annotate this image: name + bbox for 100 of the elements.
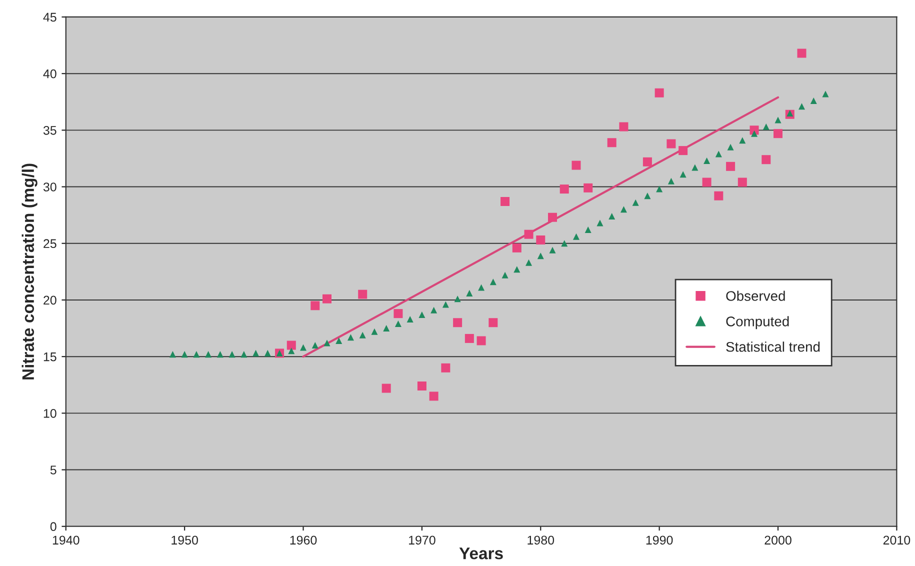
- x-tick-label: 2000: [764, 536, 792, 545]
- y-tick-label: 15: [44, 352, 56, 362]
- point: [216, 351, 224, 358]
- point: [454, 296, 461, 302]
- point: [430, 306, 438, 314]
- point: [526, 259, 532, 266]
- point: [572, 160, 581, 170]
- point: [336, 337, 342, 344]
- point: [240, 351, 248, 358]
- point: [478, 284, 485, 291]
- point: [560, 184, 569, 194]
- point: [464, 334, 474, 343]
- x-tick-label: 1950: [172, 536, 198, 545]
- y-tick-label: 0: [50, 522, 56, 532]
- point: [466, 290, 473, 296]
- point: [726, 162, 736, 171]
- point: [228, 351, 236, 358]
- point: [358, 290, 368, 299]
- point: [502, 272, 508, 278]
- point: [810, 97, 817, 104]
- point: [514, 266, 520, 273]
- point: [406, 316, 414, 322]
- point: [762, 155, 771, 164]
- point: [739, 137, 746, 144]
- point: [429, 392, 438, 401]
- point: [584, 226, 592, 234]
- point: [762, 124, 770, 130]
- legend-label: Statistical trend: [726, 342, 820, 352]
- point: [702, 178, 712, 187]
- x-tick-label: 1960: [290, 536, 317, 545]
- point: [442, 301, 449, 308]
- x-tick-label: 1990: [646, 536, 673, 545]
- point: [300, 344, 307, 351]
- y-tick-label: 45: [43, 12, 56, 22]
- point: [798, 103, 806, 110]
- point: [704, 157, 710, 164]
- point: [607, 138, 616, 148]
- point: [324, 340, 330, 346]
- point: [310, 301, 320, 310]
- point: [692, 164, 698, 171]
- point: [548, 212, 558, 222]
- point: [205, 351, 212, 358]
- point: [169, 351, 176, 358]
- point: [394, 309, 403, 318]
- point: [490, 278, 496, 286]
- point: [536, 235, 546, 244]
- point: [322, 294, 332, 304]
- point: [371, 328, 378, 335]
- point: [715, 150, 722, 158]
- point: [418, 311, 426, 318]
- point: [500, 196, 510, 206]
- point: [488, 318, 498, 328]
- y-tick-label: 40: [43, 69, 56, 78]
- point: [727, 144, 734, 150]
- point: [738, 178, 747, 187]
- point: [382, 384, 391, 393]
- point: [786, 110, 794, 116]
- point: [642, 157, 652, 166]
- point: [619, 122, 628, 132]
- point: [561, 240, 568, 247]
- y-tick-label: 25: [44, 239, 56, 248]
- x-tick-label: 2010: [883, 536, 910, 545]
- point: [476, 336, 486, 346]
- point: [680, 171, 686, 178]
- point: [417, 382, 426, 391]
- y-tick-label: 10: [44, 408, 56, 418]
- point: [286, 340, 296, 350]
- point: [678, 146, 688, 156]
- y-tick-label: 35: [43, 126, 56, 135]
- point: [714, 191, 724, 200]
- point: [312, 342, 318, 349]
- x-tick-label: 1940: [52, 536, 80, 545]
- point: [620, 206, 627, 213]
- point: [264, 350, 271, 356]
- point: [383, 325, 390, 332]
- x-tick-label: 1970: [408, 536, 436, 545]
- legend-label: Computed: [726, 316, 789, 330]
- point: [751, 130, 758, 137]
- point: [524, 230, 534, 239]
- point: [608, 212, 616, 220]
- point: [288, 348, 295, 354]
- point: [512, 243, 522, 252]
- point: [584, 183, 593, 192]
- point: [549, 246, 556, 254]
- y-tick-label: 5: [50, 466, 56, 474]
- point: [193, 351, 200, 358]
- point: [774, 116, 782, 124]
- point: [654, 88, 664, 98]
- point: [668, 178, 674, 184]
- y-tick-label: 30: [43, 182, 56, 192]
- point: [359, 332, 366, 338]
- point: [797, 48, 806, 58]
- point: [572, 233, 580, 240]
- legend-label: Observed: [726, 290, 785, 301]
- point: [252, 350, 260, 356]
- x-tick-label: 1980: [528, 536, 554, 545]
- point: [394, 320, 402, 328]
- point: [774, 129, 783, 138]
- point: [822, 90, 829, 98]
- point: [644, 192, 651, 200]
